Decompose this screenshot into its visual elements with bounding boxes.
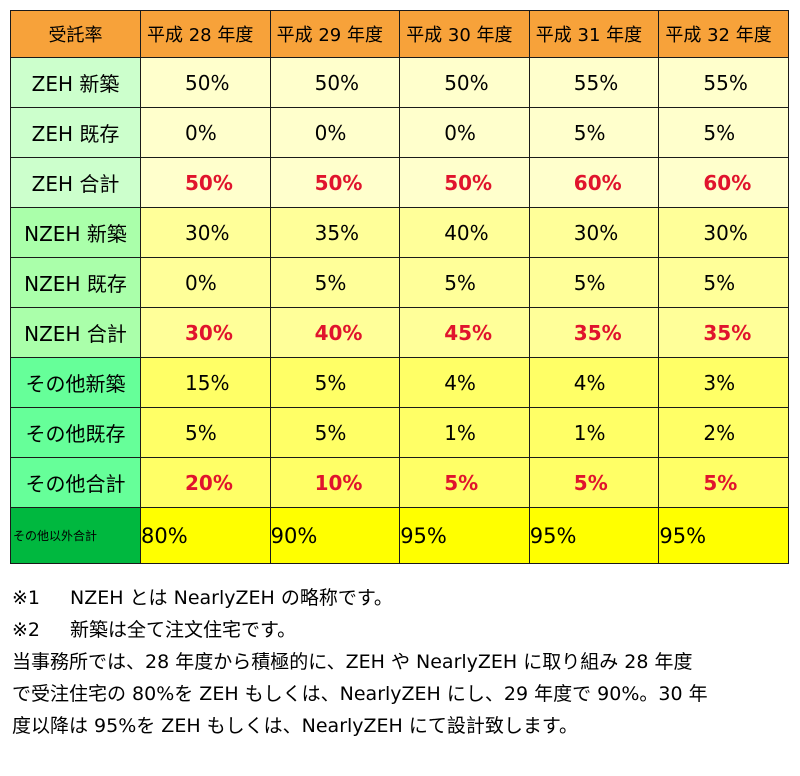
subtotal-cell: 40% xyxy=(269,307,401,358)
rate-cell: 15% xyxy=(140,357,271,408)
grand-total-cell: 95% xyxy=(528,507,660,564)
rate-cell: 40% xyxy=(399,207,530,258)
rate-cell: 4% xyxy=(528,357,660,408)
subtotal-cell: 50% xyxy=(269,157,401,208)
table-row: ZEH 合計 50% 50% 50% 60% 60% xyxy=(10,157,789,208)
header-year: 平成 29 年度 xyxy=(269,10,401,58)
acceptance-rate-table: 受託率 平成 28 年度 平成 29 年度 平成 30 年度 平成 31 年度 … xyxy=(10,10,789,564)
subtotal-cell: 45% xyxy=(399,307,530,358)
subtotal-cell: 60% xyxy=(528,157,660,208)
header-year: 平成 30 年度 xyxy=(399,10,530,58)
rate-cell: 50% xyxy=(269,57,401,108)
row-label: ZEH 合計 xyxy=(10,157,141,208)
grand-total-row: その他以外合計 80% 90% 95% 95% 95% xyxy=(10,507,789,564)
note-1: ※1 NZEH とは NearlyZEH の略称です。 xyxy=(12,582,798,614)
row-label: NZEH 新築 xyxy=(10,207,141,258)
subtotal-cell: 10% xyxy=(269,457,401,508)
table-row: NZEH 新築 30% 35% 40% 30% 30% xyxy=(10,207,789,258)
row-label: NZEH 合計 xyxy=(10,307,141,358)
row-label: その他新築 xyxy=(10,357,141,408)
note-1-mark: ※1 xyxy=(12,587,41,609)
table-row: その他新築 15% 5% 4% 4% 3% xyxy=(10,357,789,408)
rate-cell: 30% xyxy=(140,207,271,258)
notes-section: ※1 NZEH とは NearlyZEH の略称です。 ※2 新築は全て注文住宅です… xyxy=(12,582,798,742)
subtotal-cell: 35% xyxy=(528,307,660,358)
rate-cell: 1% xyxy=(528,407,660,458)
row-label: NZEH 既存 xyxy=(10,257,141,308)
grand-total-cell: 95% xyxy=(399,507,530,564)
subtotal-cell: 60% xyxy=(658,157,789,208)
table-row: その他既存 5% 5% 1% 1% 2% xyxy=(10,407,789,458)
header-corner-label: 受託率 xyxy=(10,10,141,58)
rate-cell: 50% xyxy=(399,57,530,108)
rate-cell: 1% xyxy=(399,407,530,458)
row-label: ZEH 既存 xyxy=(10,107,141,158)
policy-paragraph-line: 度以降は 95%を ZEH もしくは、NearlyZEH にて設計致します。 xyxy=(12,715,578,737)
rate-cell: 5% xyxy=(528,257,660,308)
policy-paragraph-line: で受注住宅の 80%を ZEH もしくは、NearlyZEH にし、29 年度で… xyxy=(12,683,708,705)
rate-cell: 30% xyxy=(528,207,660,258)
note-2-text: 新築は全て注文住宅です。 xyxy=(70,619,297,641)
subtotal-cell: 5% xyxy=(528,457,660,508)
table-row: ZEH 既存 0% 0% 0% 5% 5% xyxy=(10,107,789,158)
rate-cell: 5% xyxy=(658,107,789,158)
header-year: 平成 31 年度 xyxy=(528,10,660,58)
rate-cell: 0% xyxy=(399,107,530,158)
subtotal-cell: 30% xyxy=(140,307,271,358)
rate-cell: 3% xyxy=(658,357,789,408)
rate-cell: 5% xyxy=(528,107,660,158)
subtotal-cell: 5% xyxy=(399,457,530,508)
note-2: ※2 新築は全て注文住宅です。 xyxy=(12,614,798,646)
rate-cell: 0% xyxy=(140,107,271,158)
note-2-mark: ※2 xyxy=(12,619,41,641)
rate-cell: 5% xyxy=(658,257,789,308)
subtotal-cell: 50% xyxy=(399,157,530,208)
row-label: ZEH 新築 xyxy=(10,57,141,108)
row-label: その他合計 xyxy=(10,457,141,508)
table-row: NZEH 既存 0% 5% 5% 5% 5% xyxy=(10,257,789,308)
subtotal-cell: 20% xyxy=(140,457,271,508)
rate-cell: 0% xyxy=(269,107,401,158)
table-header-row: 受託率 平成 28 年度 平成 29 年度 平成 30 年度 平成 31 年度 … xyxy=(10,10,789,58)
rate-cell: 55% xyxy=(658,57,789,108)
subtotal-cell: 50% xyxy=(140,157,271,208)
rate-cell: 5% xyxy=(269,357,401,408)
note-1-text: NZEH とは NearlyZEH の略称です。 xyxy=(70,587,393,609)
table-row: その他合計 20% 10% 5% 5% 5% xyxy=(10,457,789,508)
header-year: 平成 32 年度 xyxy=(658,10,789,58)
header-year: 平成 28 年度 xyxy=(140,10,271,58)
policy-paragraph-line: 当事務所では、28 年度から積極的に、ZEH や NearlyZEH に取り組み… xyxy=(12,651,693,673)
rate-cell: 35% xyxy=(269,207,401,258)
rate-cell: 2% xyxy=(658,407,789,458)
rate-cell: 5% xyxy=(269,257,401,308)
table-row: ZEH 新築 50% 50% 50% 55% 55% xyxy=(10,57,789,108)
rate-cell: 55% xyxy=(528,57,660,108)
subtotal-cell: 35% xyxy=(658,307,789,358)
subtotal-cell: 5% xyxy=(658,457,789,508)
rate-cell: 0% xyxy=(140,257,271,308)
rate-cell: 5% xyxy=(269,407,401,458)
grand-total-cell: 90% xyxy=(269,507,401,564)
row-label: その他以外合計 xyxy=(10,507,141,564)
table-row: NZEH 合計 30% 40% 45% 35% 35% xyxy=(10,307,789,358)
rate-cell: 30% xyxy=(658,207,789,258)
rate-cell: 4% xyxy=(399,357,530,408)
rate-cell: 5% xyxy=(140,407,271,458)
grand-total-cell: 80% xyxy=(140,507,271,564)
rate-cell: 5% xyxy=(399,257,530,308)
rate-cell: 50% xyxy=(140,57,271,108)
grand-total-cell: 95% xyxy=(658,507,789,564)
row-label: その他既存 xyxy=(10,407,141,458)
